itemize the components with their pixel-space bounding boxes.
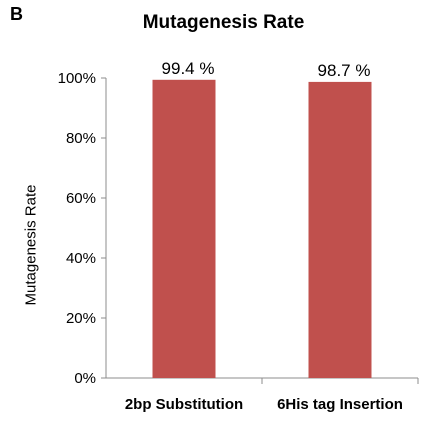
data-label: 99.4 % [162,59,215,78]
y-tick-label: 0% [74,370,96,387]
panel-label: B [10,4,23,24]
y-tick-label: 20% [66,310,96,327]
bar [152,79,216,379]
y-tick-label: 60% [66,190,96,207]
x-tick-label: 2bp Substitution [125,396,243,413]
bar [308,81,372,379]
data-label: 98.7 % [318,61,371,80]
y-tick-label: 40% [66,250,96,267]
chart-title: Mutagenesis Rate [142,12,305,33]
x-tick-label: 6His tag Insertion [277,396,403,413]
y-tick-label: 80% [66,130,96,147]
y-tick-label: 100% [58,70,96,87]
